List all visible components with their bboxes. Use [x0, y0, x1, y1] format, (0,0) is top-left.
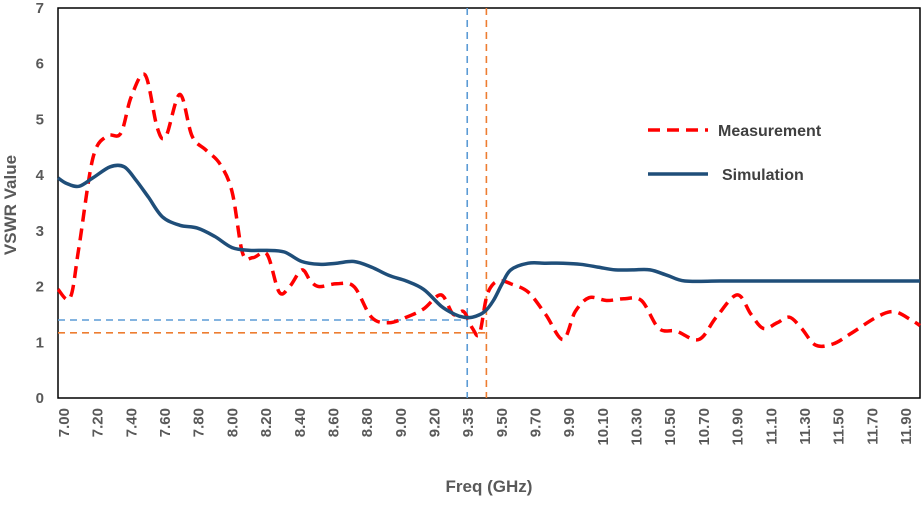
y-tick-label: 5	[36, 111, 44, 128]
x-tick-label: 10.30	[629, 408, 646, 446]
x-tick-labels: 7.00 7.20 7.40 7.60 7.80 8.00 8.20 8.40 8.60 8.80…	[56, 408, 915, 446]
x-tick-label: 7.80	[191, 408, 208, 437]
x-tick-label: 11.50	[831, 408, 848, 445]
plot-area	[57, 7, 921, 399]
x-tick-label: 8.00	[224, 408, 241, 437]
x-tick-label: 9.70	[528, 408, 545, 437]
legend-label-simulation: Simulation	[722, 167, 804, 184]
x-tick-label: 11.10	[763, 408, 780, 445]
x-tick-label: 10.70	[696, 408, 713, 446]
x-tick-label: 7.00	[56, 408, 73, 437]
x-tick-label: 11.70	[864, 408, 881, 445]
y-tick-label: 3	[36, 223, 44, 240]
y-tick-label: 4	[36, 167, 45, 184]
y-tick-label: 7	[36, 0, 44, 17]
y-tick-label: 6	[36, 56, 44, 73]
x-tick-label: 9.50	[494, 408, 511, 437]
plot-border	[57, 7, 921, 399]
x-tick-label: 9.35	[460, 408, 477, 437]
y-tick-label: 0	[36, 390, 44, 407]
x-tick-label: 9.20	[426, 408, 443, 437]
x-tick-label: 11.30	[797, 408, 814, 445]
series-lines	[56, 72, 921, 349]
reference-lines	[58, 8, 488, 398]
x-tick-label: 7.20	[90, 408, 107, 437]
y-tick-label: 1	[36, 334, 44, 351]
x-axis-title: Freq (GHz)	[446, 477, 533, 496]
x-tick-label: 10.10	[595, 408, 612, 446]
x-tick-label: 10.50	[662, 408, 679, 446]
x-tick-label: 7.40	[123, 408, 140, 437]
x-tick-label: 7.60	[157, 408, 174, 437]
x-tick-label: 8.40	[292, 408, 309, 437]
legend: Measurement Simulation	[648, 123, 822, 184]
x-tick-label: 9.00	[393, 408, 410, 437]
x-tick-label: 11.90	[898, 408, 915, 445]
x-tick-label: 8.80	[359, 408, 376, 437]
x-tick-label: 8.60	[325, 408, 342, 437]
y-tick-label: 2	[36, 279, 44, 296]
series-line-measurement	[56, 72, 921, 349]
x-tick-label: 8.20	[258, 408, 275, 437]
legend-label-measurement: Measurement	[718, 123, 822, 140]
x-tick-label: 9.90	[561, 408, 578, 437]
series-line-simulation	[56, 163, 920, 320]
y-tick-labels: 0 1 2 3 4 5 6 7	[36, 0, 45, 407]
y-axis-title: VSWR Value	[1, 155, 20, 255]
x-tick-label: 10.90	[730, 408, 747, 446]
